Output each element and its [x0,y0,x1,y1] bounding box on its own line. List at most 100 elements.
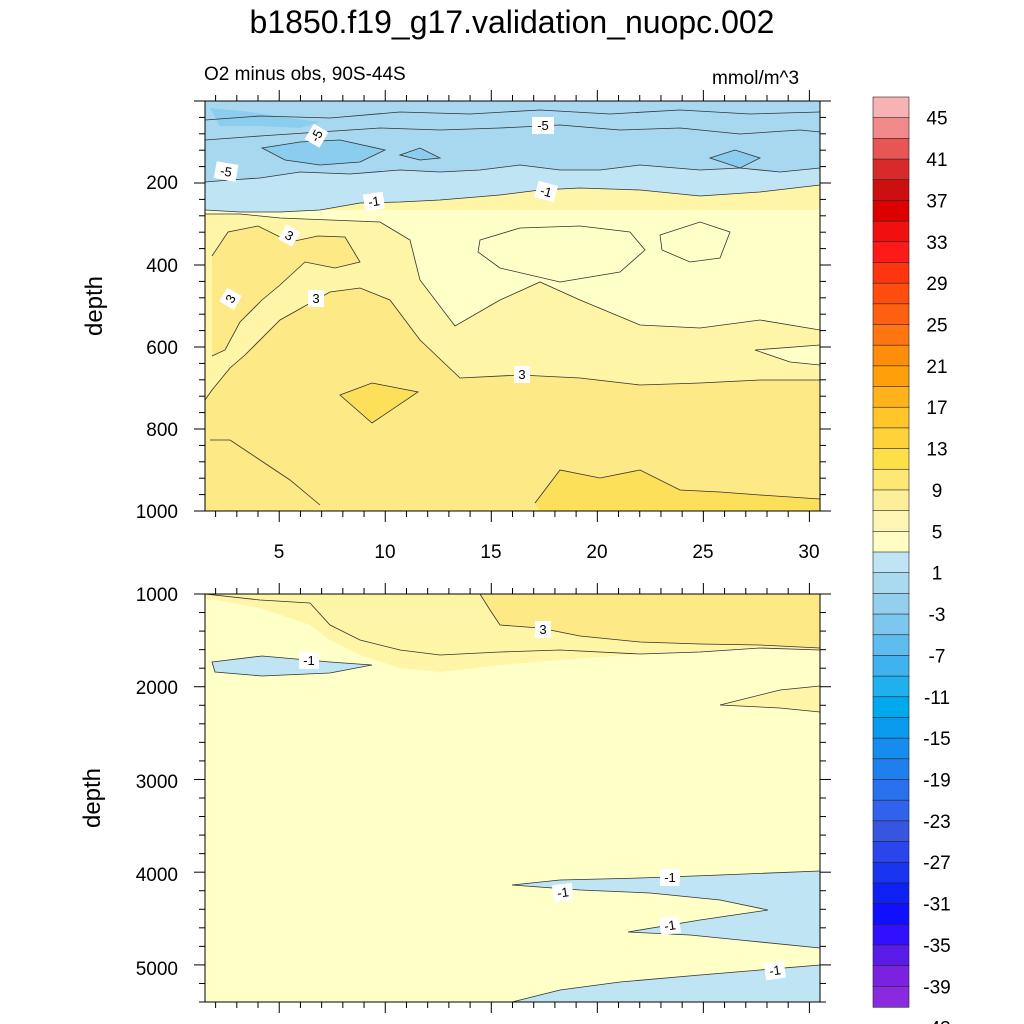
lower-contour-line [719,704,820,713]
colorbar-swatch [872,406,910,429]
colorbar-swatch [872,344,910,367]
colorbar-label: 13 [926,440,947,461]
colorbar-label: 37 [926,191,947,212]
colorbar-swatch [872,96,910,119]
colorbar-swatch [872,675,910,698]
colorbar-swatch [872,923,910,946]
upper-x-tick-label: 5 [274,542,285,563]
colorbar-label: 5 [932,522,943,543]
upper-contour-line [534,469,820,504]
upper-y-tick-label: 600 [146,338,178,359]
lower-y-tick-label: 2000 [136,678,178,699]
upper-yellow-region [205,288,820,511]
lower-contour-line [479,594,820,649]
colorbar-swatch [872,551,910,574]
colorbar-swatch [872,986,910,1008]
colorbar-swatch [872,593,910,615]
colorbar-label: -27 [923,853,950,874]
colorbar-swatch [872,841,910,863]
colorbar-label: -19 [923,771,950,792]
contour-label: -1 [551,882,575,903]
upper-y-tick-label: 200 [146,173,178,194]
colorbar-swatch [872,117,910,139]
upper-contour-line [205,109,820,121]
colorbar-swatch [872,158,910,181]
colorbar-label: -7 [929,646,946,667]
colorbar-swatch [872,468,910,491]
upper-gold-patch-2 [535,470,820,511]
colorbar-label: 21 [926,357,947,378]
colorbar-swatch [872,489,910,512]
colorbar-swatch [872,365,910,388]
lower-contour-line [511,870,820,886]
upper-x-tick-label: 10 [374,542,395,563]
upper-contour-line [708,149,762,169]
upper-mid-blue-patch [262,140,385,165]
colorbar-swatch [872,717,910,739]
colorbar-label: -39 [923,977,950,998]
colorbar-label: 33 [926,233,947,254]
upper-contour-line [205,287,820,401]
colorbar-label: -35 [923,936,950,957]
colorbar-swatch [872,427,910,450]
lower-contour-line [511,884,820,949]
upper-contour-line [210,439,321,506]
contour-label: -1 [658,915,682,936]
contour-label: -1 [299,652,319,669]
lower-y-tick-label: 4000 [136,865,178,886]
colorbar-swatch [872,758,910,781]
lower-blue-patch-1 [212,656,372,676]
upper-y-tick-label: 800 [146,420,178,441]
upper-gold-patch-1 [340,383,418,423]
colorbar-swatch [872,965,910,987]
colorbar-label: 9 [932,481,943,502]
upper-contour-line [205,184,820,213]
contour-label: 3 [535,621,551,638]
lower-y-tick-label: 3000 [136,772,178,793]
colorbar-swatch [872,241,910,264]
colorbar-label: 29 [926,274,947,295]
units-label: mmol/m^3 [712,68,800,89]
colorbar-swatch [872,944,910,967]
upper-contour-line [211,225,361,357]
contour-label: -1 [660,869,680,886]
contour-label: 3 [219,287,242,310]
axis-ticks [194,90,831,1013]
lower-contour-line [205,594,820,656]
lower-y-tick-label: 1000 [136,585,178,606]
lower-light-yellow-strip [720,686,820,712]
colorbar-label: -43 [923,1019,950,1024]
upper-y-tick-label: 400 [146,256,178,277]
contour-label-text: -1 [556,884,570,900]
colorbar-swatch [872,882,910,905]
lower-y-axis-title: depth [79,768,106,828]
colorbar-swatch [872,531,910,553]
contour-label: -5 [532,117,554,134]
contour-label: 3 [514,366,530,383]
colorbar-label: 45 [926,109,947,130]
chart-title: b1850.f19_g17.validation_nuopc.002 [249,4,775,40]
upper-y-tick-label: 1000 [136,502,178,523]
upper-x-tick-label: 30 [798,542,819,563]
upper-pale-band [205,210,820,330]
upper-contour-line [260,139,387,166]
colorbar-swatch [872,779,910,801]
colorbar-label: 25 [926,316,947,337]
upper-mid-blue-patch-4 [400,148,440,160]
colorbar-swatch [872,799,910,822]
upper-x-tick-label: 20 [586,542,607,563]
colorbar-swatch [872,386,910,408]
lower-yellow-region [480,594,820,648]
colorbar-swatch [872,179,910,202]
colorbar-swatch [872,200,910,222]
upper-panel [205,101,820,511]
upper-mid-blue-patch-3 [710,150,760,168]
colorbar-label: -23 [923,812,950,833]
upper-contour-line [659,221,731,263]
contour-label: -1 [362,191,386,212]
upper-contour-line [339,382,420,424]
colorbar-swatch [872,903,910,925]
contour-label: 3 [308,290,324,307]
contour-label-text: 3 [312,291,319,306]
